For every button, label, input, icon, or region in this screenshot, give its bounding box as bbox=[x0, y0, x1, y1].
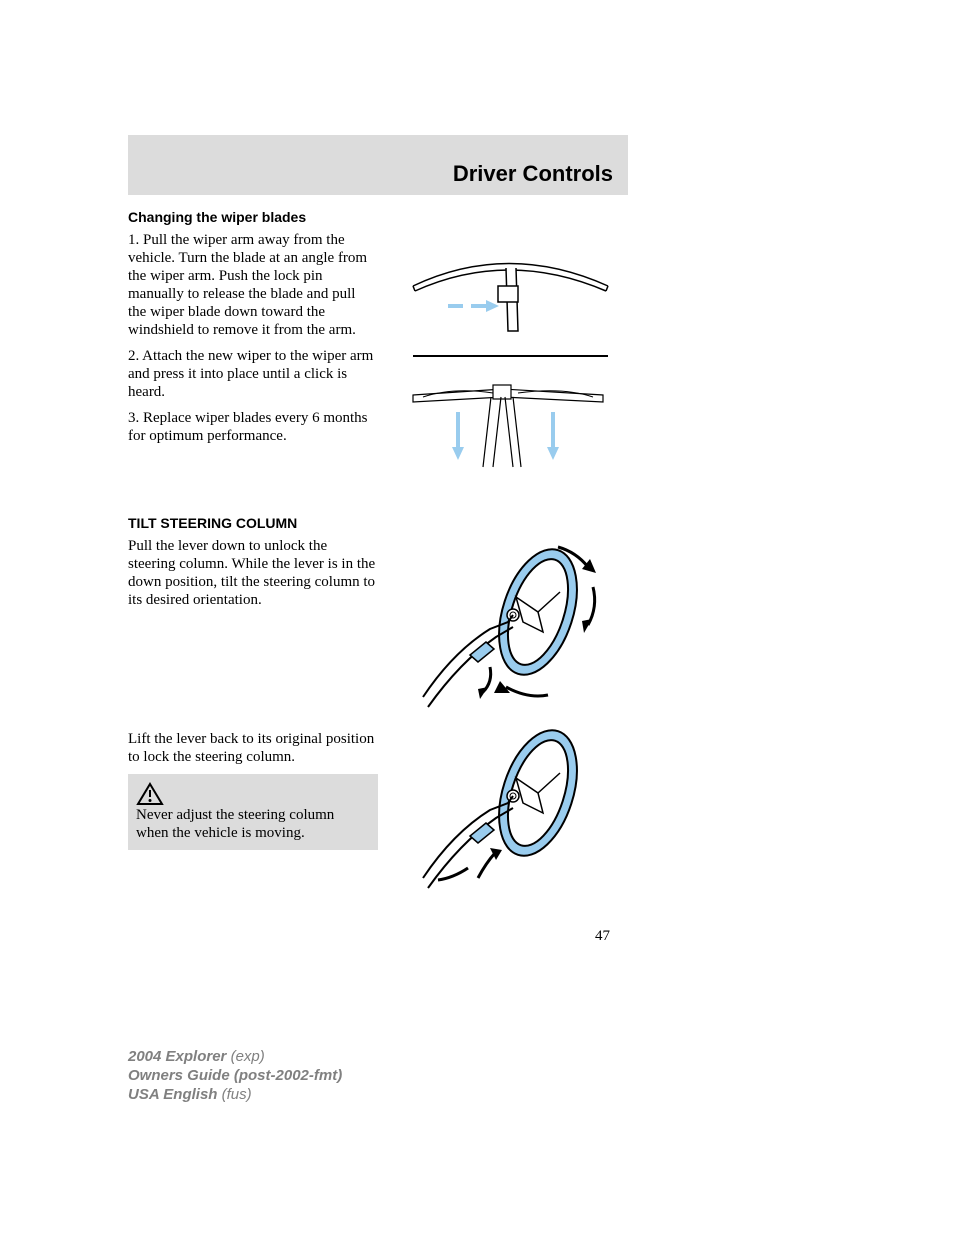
wiper-p2: 2. Attach the new wiper to the wiper arm… bbox=[128, 347, 376, 401]
warning-text: Never adjust the steering column when th… bbox=[136, 806, 370, 842]
page-container: Driver Controls Changing the wiper blade… bbox=[128, 135, 628, 899]
wiper-diagram-2 bbox=[393, 367, 623, 487]
tilt-image-col-1 bbox=[388, 537, 628, 718]
tilt-p2: Lift the lever back to its original posi… bbox=[128, 730, 382, 766]
content: Changing the wiper blades 1. Pull the wi… bbox=[128, 209, 628, 899]
warning-triangle-icon bbox=[136, 782, 164, 806]
footer: 2004 Explorer (exp) Owners Guide (post-2… bbox=[128, 1048, 342, 1104]
tilt-diagram-1 bbox=[393, 537, 623, 712]
wiper-p1: 1. Pull the wiper arm away from the vehi… bbox=[128, 231, 376, 339]
footer-line-1: 2004 Explorer (exp) bbox=[128, 1048, 342, 1067]
wiper-p3: 3. Replace wiper blades every 6 months f… bbox=[128, 409, 376, 445]
wiper-diagram-1 bbox=[393, 231, 623, 361]
tilt-p1: Pull the lever down to unlock the steeri… bbox=[128, 537, 376, 609]
header-band: Driver Controls bbox=[128, 135, 628, 195]
tilt-row-2: Lift the lever back to its original posi… bbox=[128, 718, 628, 899]
wiper-row: 1. Pull the wiper arm away from the vehi… bbox=[128, 231, 628, 493]
page-title: Driver Controls bbox=[453, 161, 613, 187]
footer-line-2: Owners Guide (post-2002-fmt) bbox=[128, 1067, 342, 1086]
tilt-row-1: Pull the lever down to unlock the steeri… bbox=[128, 537, 628, 718]
section-heading-wiper: Changing the wiper blades bbox=[128, 209, 628, 225]
section-heading-tilt: TILT STEERING COLUMN bbox=[128, 515, 628, 531]
tilt-text-col-2: Lift the lever back to its original posi… bbox=[128, 718, 376, 850]
tilt-diagram-2 bbox=[393, 718, 623, 893]
tilt-text-col-1: Pull the lever down to unlock the steeri… bbox=[128, 537, 376, 617]
warning-box: Never adjust the steering column when th… bbox=[128, 774, 378, 850]
footer-line-3: USA English (fus) bbox=[128, 1086, 342, 1105]
wiper-text-col: 1. Pull the wiper arm away from the vehi… bbox=[128, 231, 376, 453]
page-number: 47 bbox=[595, 928, 610, 945]
wiper-image-col bbox=[388, 231, 628, 493]
tilt-image-col-2 bbox=[388, 718, 628, 899]
